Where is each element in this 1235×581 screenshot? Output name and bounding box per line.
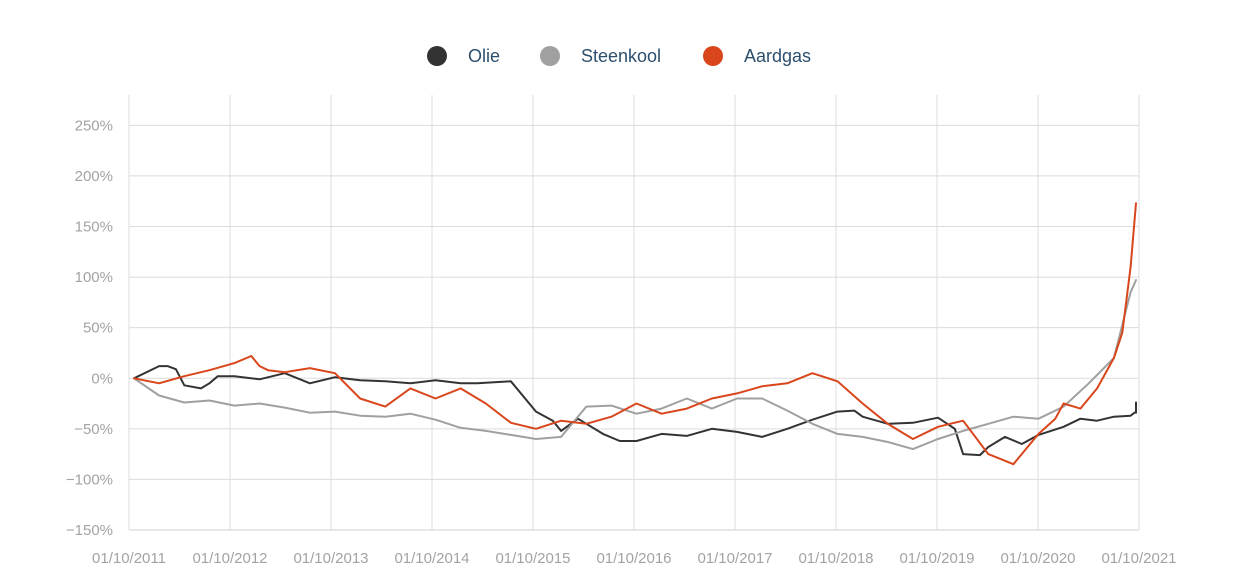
- x-tick-label: 01/10/2011: [92, 550, 166, 567]
- series-line-olie: [133, 365, 1137, 457]
- x-tick-label: 01/10/2019: [899, 550, 974, 567]
- x-tick-label: 01/10/2017: [697, 550, 772, 567]
- legend-marker: [427, 46, 447, 66]
- x-axis-tick-labels: 01/10/2011 01/10/2012 01/10/2013 01/10/2014…: [92, 550, 1177, 567]
- y-tick-label: 150%: [75, 219, 113, 236]
- y-tick-label: 250%: [75, 117, 113, 134]
- legend-item-olie[interactable]: Olie: [427, 46, 500, 66]
- x-tick-label: 01/10/2021: [1101, 550, 1176, 567]
- legend-item-aardgas[interactable]: Aardgas: [703, 46, 811, 66]
- x-tick-label: 01/10/2014: [394, 550, 469, 567]
- x-tick-label: 01/10/2016: [596, 550, 671, 567]
- grid: [128, 95, 1140, 531]
- legend-label: Aardgas: [744, 46, 811, 66]
- legend-item-steenkool[interactable]: Steenkool: [540, 46, 661, 66]
- x-tick-label: 01/10/2013: [293, 550, 368, 567]
- legend-label: Olie: [468, 46, 500, 66]
- legend-marker: [703, 46, 723, 66]
- y-tick-label: 200%: [75, 168, 113, 185]
- x-tick-label: 01/10/2018: [798, 550, 873, 567]
- y-tick-label: 50%: [83, 320, 113, 337]
- x-tick-label: 01/10/2012: [192, 550, 267, 567]
- x-tick-label: 01/10/2015: [495, 550, 570, 567]
- series-line-steenkool: [133, 279, 1137, 451]
- x-tick-label: 01/10/2020: [1000, 550, 1075, 567]
- y-tick-label: −150%: [66, 522, 113, 539]
- series-line-aardgas: [133, 202, 1137, 466]
- series-lines: [133, 202, 1137, 466]
- legend-label: Steenkool: [581, 46, 661, 66]
- y-tick-label: 0%: [91, 370, 113, 387]
- y-axis-tick-labels: 250% 200% 150% 100% 50% 0% −50% −100% −150%: [66, 117, 113, 539]
- y-tick-label: 100%: [75, 269, 113, 286]
- y-tick-label: −50%: [74, 421, 113, 438]
- legend: Olie Steenkool Aardgas: [427, 46, 811, 66]
- legend-marker: [540, 46, 560, 66]
- y-tick-label: −100%: [66, 471, 113, 488]
